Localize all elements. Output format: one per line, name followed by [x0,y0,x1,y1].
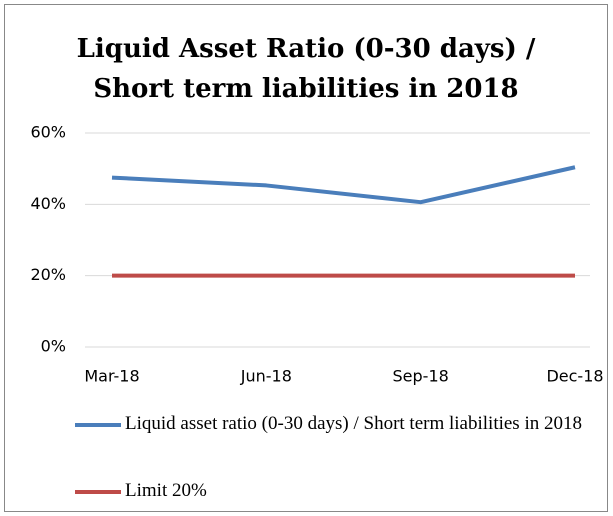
y-tick-label: 40% [30,194,66,213]
x-tick-label: Jun-18 [240,367,292,386]
legend-label: Liquid asset ratio (0-30 days) / Short t… [125,413,582,434]
data-line [111,165,576,205]
x-tick-label: Sep-18 [393,367,449,386]
chart-title: Liquid Asset Ratio (0-30 days) / [77,34,536,64]
chart-title: Short term liabilities in 2018 [93,74,518,104]
x-tick-label: Dec-18 [546,367,603,386]
legend-label: Limit 20% [125,480,207,501]
y-tick-label: 60% [30,123,66,142]
x-tick-label: Mar-18 [84,367,139,386]
chart-border [4,4,608,512]
y-tick-label: 20% [30,265,66,284]
y-tick-label: 0% [41,337,66,356]
